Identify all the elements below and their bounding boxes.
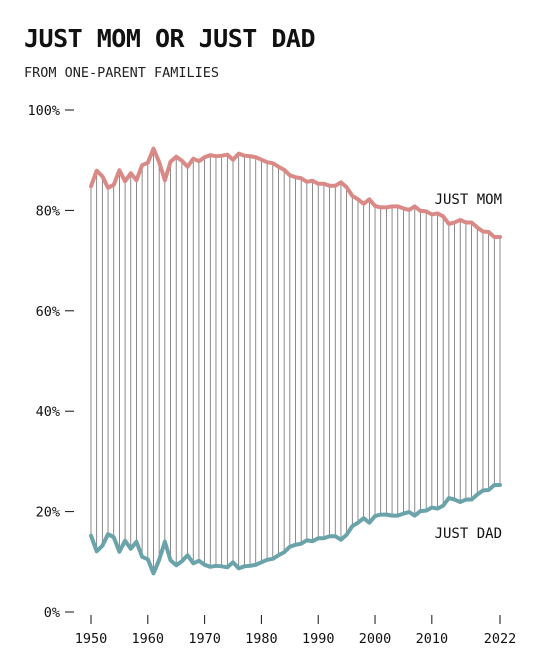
x-axis: 1950 1960 1970 1980 1990 2000 2010 2022 — [75, 615, 517, 647]
y-tick-label: 100% — [27, 103, 60, 119]
just-dad-label: JUST DAD — [435, 526, 502, 542]
x-tick-label: 2000 — [359, 631, 392, 647]
x-tick-label: 1950 — [75, 631, 108, 647]
y-tick-label: 20% — [36, 505, 60, 521]
y-tick-label: 60% — [36, 304, 60, 320]
x-tick-label: 1960 — [132, 631, 165, 647]
y-tick-label: 0% — [44, 605, 60, 621]
y-axis: 0% 20% 40% 60% 80% 100% — [27, 103, 74, 621]
just-dad-line — [89, 482, 502, 576]
x-tick-label: 1980 — [245, 631, 278, 647]
x-tick-label: 1970 — [188, 631, 221, 647]
series-lines — [89, 146, 502, 576]
y-tick-label: 40% — [36, 404, 60, 420]
connector-lines — [90, 148, 501, 574]
chart-title: JUST MOM OR JUST DAD — [24, 24, 316, 53]
series-labels: JUST MOM JUST DAD — [435, 192, 502, 542]
just-mom-label: JUST MOM — [435, 192, 502, 208]
y-tick-label: 80% — [36, 203, 60, 219]
x-tick-label: 2010 — [416, 631, 449, 647]
chart-subtitle: FROM ONE-PARENT FAMILIES — [24, 65, 220, 81]
x-tick-label: 1990 — [302, 631, 335, 647]
just-mom-line — [89, 146, 502, 240]
x-tick-label: 2022 — [484, 631, 517, 647]
